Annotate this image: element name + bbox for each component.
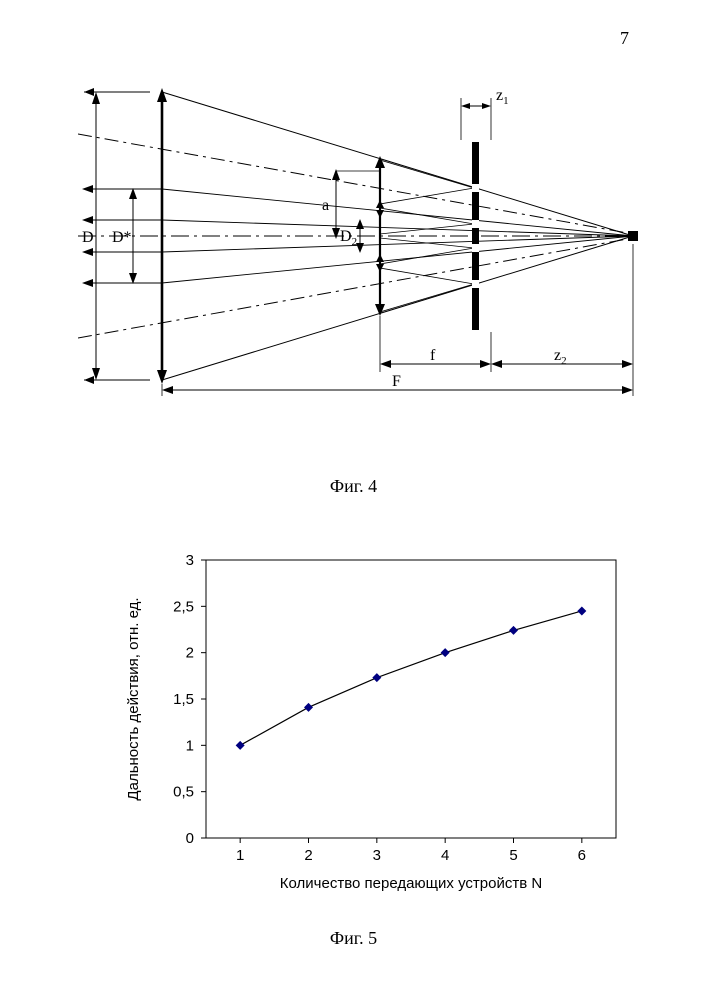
svg-text:0: 0 [186,830,194,847]
image-strip [472,142,479,330]
svg-text:1: 1 [186,737,194,754]
svg-text:5: 5 [509,847,517,864]
svg-text:2: 2 [304,847,312,864]
svg-text:4: 4 [441,847,449,864]
series-markers [236,606,587,749]
secondary-lens-array [375,156,385,316]
svg-text:1: 1 [236,847,244,864]
y-ticks: 0 0,5 1 1,5 2 2,5 3 [173,552,206,847]
page: 7 D [0,0,707,1000]
z2-dimension: z2 [491,244,633,372]
label-f: f [430,347,436,364]
d2-dimension: D2 [340,219,364,253]
svg-text:3: 3 [186,552,194,569]
series-line [240,611,582,745]
svg-text:3: 3 [373,847,381,864]
label-a: a [322,197,329,214]
x-axis-label: Количество передающих устройств N [280,875,542,892]
figure-5-caption: Фиг. 5 [0,928,707,949]
plot-area [206,560,616,838]
figure-4-diagram: D D* [78,76,638,396]
figure-4-caption: Фиг. 4 [0,476,707,497]
focal-point [628,231,638,241]
x-ticks: 1 2 3 4 5 6 [236,838,586,864]
svg-text:0,5: 0,5 [173,784,194,801]
label-F: F [392,373,401,390]
z1-dimension: z1 [461,87,509,140]
label-Dstar: D* [112,229,132,246]
label-z1: z1 [496,87,509,107]
svg-text:2,5: 2,5 [173,598,194,615]
label-D2: D2 [340,228,357,248]
y-axis-label: Дальность действия, отн. ед. [125,597,142,800]
figure-5-chart: 0 0,5 1 1,5 2 2,5 3 1 2 3 4 5 [78,540,638,910]
F-dimension: F [162,372,633,396]
svg-text:6: 6 [578,847,586,864]
svg-text:1,5: 1,5 [173,691,194,708]
svg-text:2: 2 [186,645,194,662]
label-D: D [82,229,94,246]
page-number: 7 [620,28,629,49]
